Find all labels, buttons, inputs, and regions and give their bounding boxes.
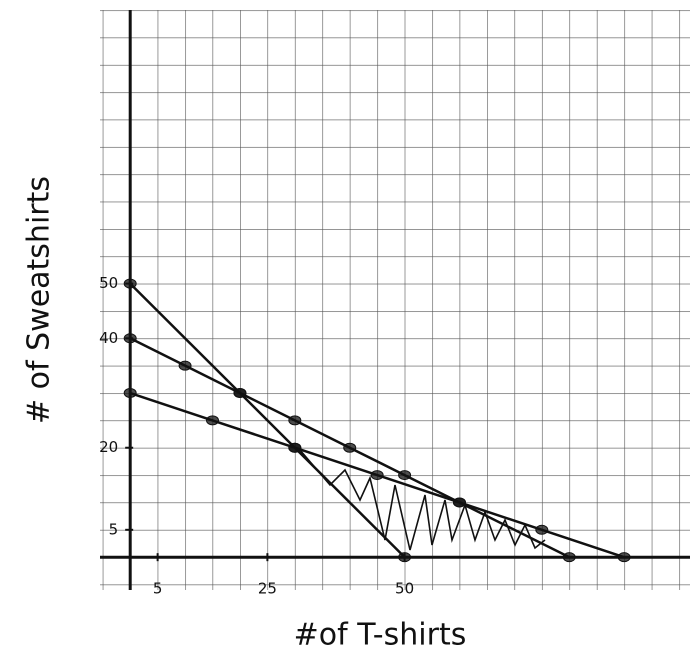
y-tick-label: 20 <box>99 438 118 456</box>
point <box>178 360 192 371</box>
point <box>617 552 631 563</box>
point <box>288 442 302 453</box>
line <box>129 391 570 559</box>
grid-paper <box>100 10 690 590</box>
point <box>398 552 412 563</box>
point <box>123 388 137 399</box>
point <box>398 470 412 481</box>
x-tick-label: 50 <box>395 580 414 598</box>
shaded-region <box>299 449 546 551</box>
point <box>233 388 247 399</box>
x-tick-label: 25 <box>258 580 277 598</box>
point <box>123 333 137 344</box>
point <box>288 415 302 426</box>
x-tick-label: 5 <box>153 580 163 598</box>
point <box>206 415 220 426</box>
line <box>129 282 406 559</box>
y-axis-title: # of Sweatshirts <box>22 176 57 424</box>
point <box>562 552 576 563</box>
x-axis-title: #of T-shirts <box>294 618 467 653</box>
y-tick-label: 50 <box>99 274 118 292</box>
point <box>123 278 137 289</box>
point <box>452 497 466 508</box>
point <box>535 524 549 535</box>
point <box>370 470 384 481</box>
y-tick-label: 5 <box>109 520 119 538</box>
y-tick-label: 40 <box>99 329 118 347</box>
point <box>343 442 357 453</box>
